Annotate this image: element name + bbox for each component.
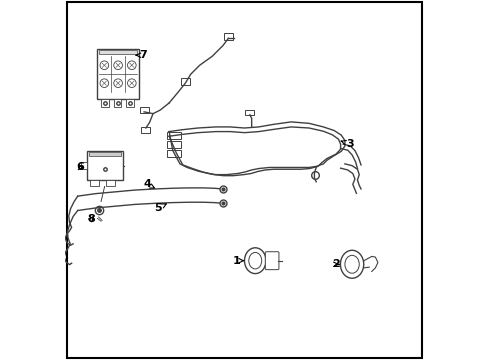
Text: 5: 5	[154, 203, 166, 213]
Bar	[88, 152, 121, 156]
Bar	[90, 180, 99, 186]
Text: 3: 3	[340, 139, 353, 149]
Bar	[97, 49, 139, 99]
Bar	[101, 99, 109, 107]
Bar	[126, 99, 134, 107]
Bar	[139, 107, 148, 113]
Bar	[141, 127, 150, 133]
Bar	[167, 150, 181, 157]
Bar	[167, 132, 181, 139]
Bar	[86, 151, 122, 180]
Bar	[167, 141, 181, 148]
Bar	[81, 162, 86, 169]
Bar	[106, 180, 115, 186]
Text: 6: 6	[76, 162, 84, 172]
Text: 4: 4	[142, 179, 154, 189]
Bar	[99, 50, 137, 54]
Text: 2: 2	[332, 259, 340, 269]
FancyBboxPatch shape	[265, 252, 278, 270]
Bar	[224, 33, 232, 40]
Bar	[245, 110, 254, 116]
Bar	[181, 78, 189, 85]
Bar	[113, 99, 121, 107]
Text: 1: 1	[232, 256, 243, 266]
Text: 7: 7	[136, 50, 147, 60]
Text: 8: 8	[87, 215, 95, 224]
